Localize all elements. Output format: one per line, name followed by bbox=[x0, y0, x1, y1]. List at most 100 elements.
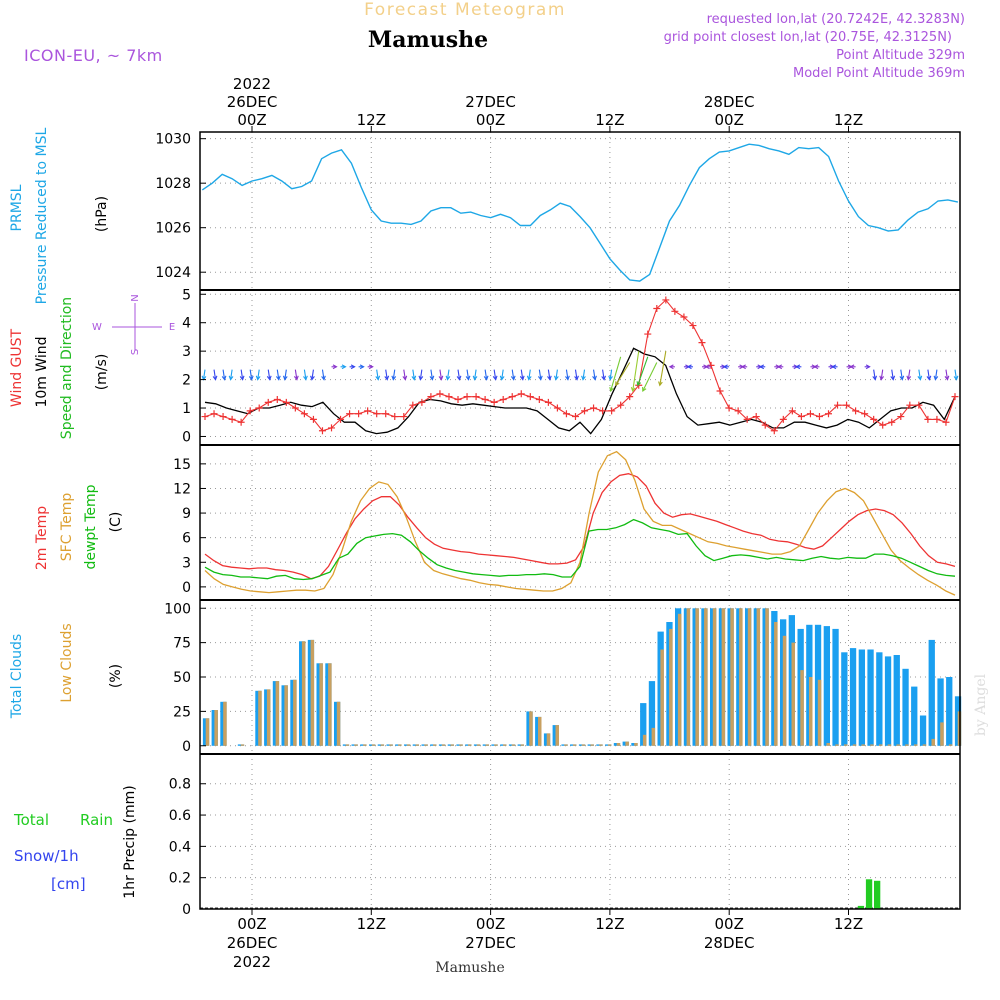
total-cloud-bar bbox=[946, 677, 953, 746]
wind-direction-arrow bbox=[547, 369, 551, 380]
wind-arrowhead bbox=[565, 375, 570, 381]
compass-south: S bbox=[130, 349, 141, 355]
temp-unit: (C) bbox=[108, 512, 124, 533]
low-cloud-bar bbox=[459, 744, 463, 746]
wind-arrowhead bbox=[574, 375, 579, 381]
gust-point bbox=[725, 404, 733, 412]
compass-west: W bbox=[92, 322, 102, 333]
low-cloud-bar bbox=[660, 649, 664, 746]
gust-point bbox=[752, 413, 760, 421]
gust-point bbox=[797, 413, 805, 421]
low-cloud-bar bbox=[809, 677, 813, 746]
y-tick-label: 1024 bbox=[155, 265, 191, 281]
low-cloud-bar bbox=[616, 743, 621, 746]
gust-point bbox=[382, 410, 390, 418]
gust-point bbox=[309, 415, 317, 423]
wind-arrowhead bbox=[266, 375, 272, 381]
low-cloud-bar bbox=[345, 744, 350, 746]
x-label-bottom: 27DEC bbox=[465, 934, 516, 952]
precip-axis-label: 1hr Precip (mm) bbox=[122, 785, 138, 898]
wind-arrowhead bbox=[275, 375, 281, 381]
low-cloud-bar bbox=[634, 743, 638, 746]
wind-direction-arrow bbox=[945, 369, 949, 380]
x-label-top: 00Z bbox=[237, 111, 266, 129]
model-label: ICON-EU, ~ 7km bbox=[24, 46, 163, 65]
wind-arrowhead bbox=[465, 375, 471, 381]
wind-arrowhead bbox=[492, 375, 498, 381]
gust-point bbox=[662, 296, 670, 304]
wind-arrowhead bbox=[359, 364, 365, 370]
gust-point bbox=[852, 407, 860, 415]
gust-point bbox=[897, 413, 905, 421]
low-cloud-bar bbox=[747, 608, 752, 746]
rain-bar bbox=[857, 905, 865, 909]
dewpt-line bbox=[204, 518, 956, 581]
low-cloud-bar bbox=[870, 744, 874, 746]
wind-arrowhead bbox=[519, 375, 525, 381]
low-cloud-bar bbox=[520, 744, 524, 746]
low-cloud-bar bbox=[914, 744, 918, 746]
low-cloud-bar bbox=[441, 744, 446, 746]
wind-arrowhead bbox=[255, 375, 261, 381]
wind-arrowhead bbox=[526, 375, 532, 381]
forecast-label: Forecast Meteogram bbox=[364, 0, 566, 20]
wind-arrowhead bbox=[341, 364, 347, 370]
marks-layer bbox=[200, 143, 962, 909]
sfc-temp-line bbox=[204, 450, 956, 596]
y-tick-label: 25 bbox=[173, 704, 191, 720]
wind-direction-arrow bbox=[466, 369, 470, 380]
low-cloud-bar bbox=[782, 635, 787, 746]
wind-direction-arrow bbox=[249, 369, 253, 380]
wind-direction-arrow bbox=[385, 369, 388, 380]
gust-point bbox=[445, 393, 453, 401]
gust-point bbox=[626, 393, 634, 401]
wind-direction-arrow bbox=[439, 369, 442, 380]
gust-point bbox=[328, 424, 336, 432]
gust-point bbox=[861, 410, 869, 418]
wind-direction-arrow bbox=[610, 356, 622, 392]
y-tick-label: 0.4 bbox=[169, 839, 191, 855]
low-cloud-bar bbox=[371, 744, 376, 746]
y-tick-label: 1 bbox=[182, 401, 191, 417]
low-cloud-bar bbox=[721, 608, 726, 746]
wind-arrowhead bbox=[483, 375, 489, 381]
pressure-unit: (hPa) bbox=[94, 196, 110, 232]
y-tick-label: 3 bbox=[182, 344, 191, 360]
wind-direction-arrow bbox=[511, 369, 515, 380]
gust-point bbox=[264, 398, 272, 406]
wind-arrowhead bbox=[350, 364, 356, 370]
wind-arrowhead bbox=[609, 386, 614, 393]
total-cloud-bar bbox=[911, 686, 918, 746]
wind-arrowhead bbox=[332, 364, 338, 370]
wind-direction-arrow bbox=[303, 369, 307, 380]
gust-point bbox=[734, 407, 742, 415]
gust-point bbox=[418, 398, 426, 406]
wind10m-label: 10m Wind bbox=[34, 336, 50, 407]
x-label-top: 2022 bbox=[233, 75, 271, 93]
wind-arrowhead bbox=[510, 375, 516, 381]
wind-arrowhead bbox=[384, 375, 390, 381]
low-cloud-bar bbox=[284, 685, 288, 746]
low-cloud-bar bbox=[931, 738, 935, 746]
low-cloud-bar bbox=[607, 744, 612, 746]
gust-point bbox=[400, 413, 408, 421]
low-cloud-bar bbox=[406, 744, 411, 746]
low-cloud-bar bbox=[503, 744, 507, 746]
wind-arrowhead bbox=[933, 375, 939, 381]
wind-direction-arrow bbox=[240, 369, 244, 380]
low-cloud-bar bbox=[852, 744, 857, 746]
gust-point bbox=[228, 415, 236, 423]
wind-direction-arrow bbox=[659, 351, 667, 386]
wind-direction-arrow bbox=[392, 369, 396, 380]
wind-direction-arrow bbox=[457, 369, 461, 380]
wind-direction-arrow bbox=[632, 351, 640, 392]
total-cloud-bar bbox=[858, 649, 865, 746]
wind-arrowhead bbox=[438, 375, 444, 381]
wind-arrowhead bbox=[239, 375, 245, 381]
x-label-top: 12Z bbox=[357, 111, 386, 129]
gust-point bbox=[671, 307, 679, 315]
y-tick-label: 0 bbox=[182, 739, 191, 755]
wind-direction-arrow bbox=[202, 369, 206, 380]
low-cloud-bar bbox=[739, 608, 743, 746]
low-cloud-bar bbox=[686, 608, 691, 746]
